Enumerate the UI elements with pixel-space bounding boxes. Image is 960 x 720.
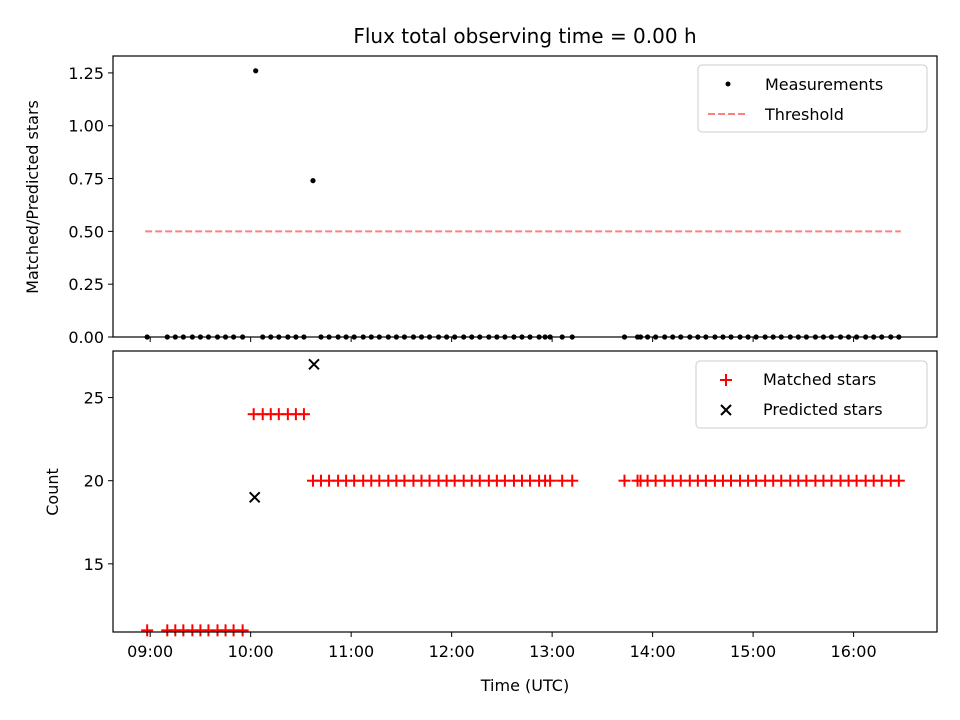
x-tick-label: 14:00: [630, 642, 676, 661]
top-plot-area: [144, 68, 902, 340]
matched-stars-point: [618, 474, 631, 487]
bottom-x-ticks: 09:00 10:00 11:00 12:00 13:00 14:00 15:00 16:00: [127, 632, 877, 661]
bottom-legend: Matched stars Predicted stars: [695, 360, 928, 429]
x-tick-label: 13:00: [529, 642, 575, 661]
predicted-stars-point: [308, 358, 320, 371]
matched-stars-point: [556, 474, 569, 487]
measurement-point: [310, 178, 316, 184]
x-tick-label: 10:00: [228, 642, 274, 661]
matched-stars-point: [141, 624, 154, 637]
top-panel: 0.00 0.25 0.50 0.75 1.00 1.25 Matched/Predict…: [23, 55, 938, 347]
y-tick-label: 15: [84, 555, 104, 574]
measurement-point: [253, 68, 259, 74]
matched-stars-point: [892, 474, 905, 487]
bottom-y-ticks: 15 20 25: [84, 389, 113, 574]
y-tick-label: 0.25: [68, 275, 104, 294]
matched-stars-point: [297, 408, 310, 421]
top-legend: Measurements Threshold: [697, 64, 928, 133]
bottom-y-axis-label: Count: [43, 468, 62, 516]
y-tick-label: 0.00: [68, 328, 104, 347]
bottom-panel: 15 20 25 09:00 10:00 11:00 12:00 13:00 14:00 15:…: [43, 350, 938, 695]
bottom-axes-frame: [112, 350, 938, 633]
bottom-plot-area: [141, 358, 905, 637]
y-tick-label: 1.25: [68, 64, 104, 83]
legend-predicted-marker: [720, 404, 732, 416]
y-tick-label: 20: [84, 472, 104, 491]
legend-predicted-label: Predicted stars: [763, 400, 883, 419]
x-axis-label: Time (UTC): [480, 676, 569, 695]
chart-title: Flux total observing time = 0.00 h: [353, 24, 696, 48]
top-axes-frame: [112, 55, 938, 338]
x-tick-label: 15:00: [730, 642, 776, 661]
matched-stars-point: [544, 474, 557, 487]
legend-measurements-label: Measurements: [765, 75, 883, 94]
predicted-stars-point: [248, 491, 261, 504]
legend-measurements-marker: [725, 81, 731, 87]
matched-stars-point: [236, 624, 249, 637]
top-y-axis-label: Matched/Predicted stars: [23, 100, 42, 294]
y-tick-label: 25: [84, 389, 104, 408]
x-tick-label: 12:00: [429, 642, 475, 661]
bottom-legend-box: [695, 360, 928, 429]
legend-matched-label: Matched stars: [763, 370, 876, 389]
y-tick-label: 1.00: [68, 117, 104, 136]
x-tick-label: 09:00: [127, 642, 173, 661]
top-y-ticks: 0.00 0.25 0.50 0.75 1.00 1.25: [68, 64, 113, 347]
legend-threshold-label: Threshold: [764, 105, 844, 124]
y-tick-label: 0.75: [68, 170, 104, 189]
matched-stars-point: [566, 474, 579, 487]
legend-matched-marker: [720, 374, 732, 386]
top-x-ticks: [149, 337, 855, 342]
y-tick-label: 0.50: [68, 222, 104, 241]
x-tick-label: 11:00: [328, 642, 374, 661]
top-legend-box: [697, 64, 928, 133]
x-tick-label: 16:00: [831, 642, 877, 661]
